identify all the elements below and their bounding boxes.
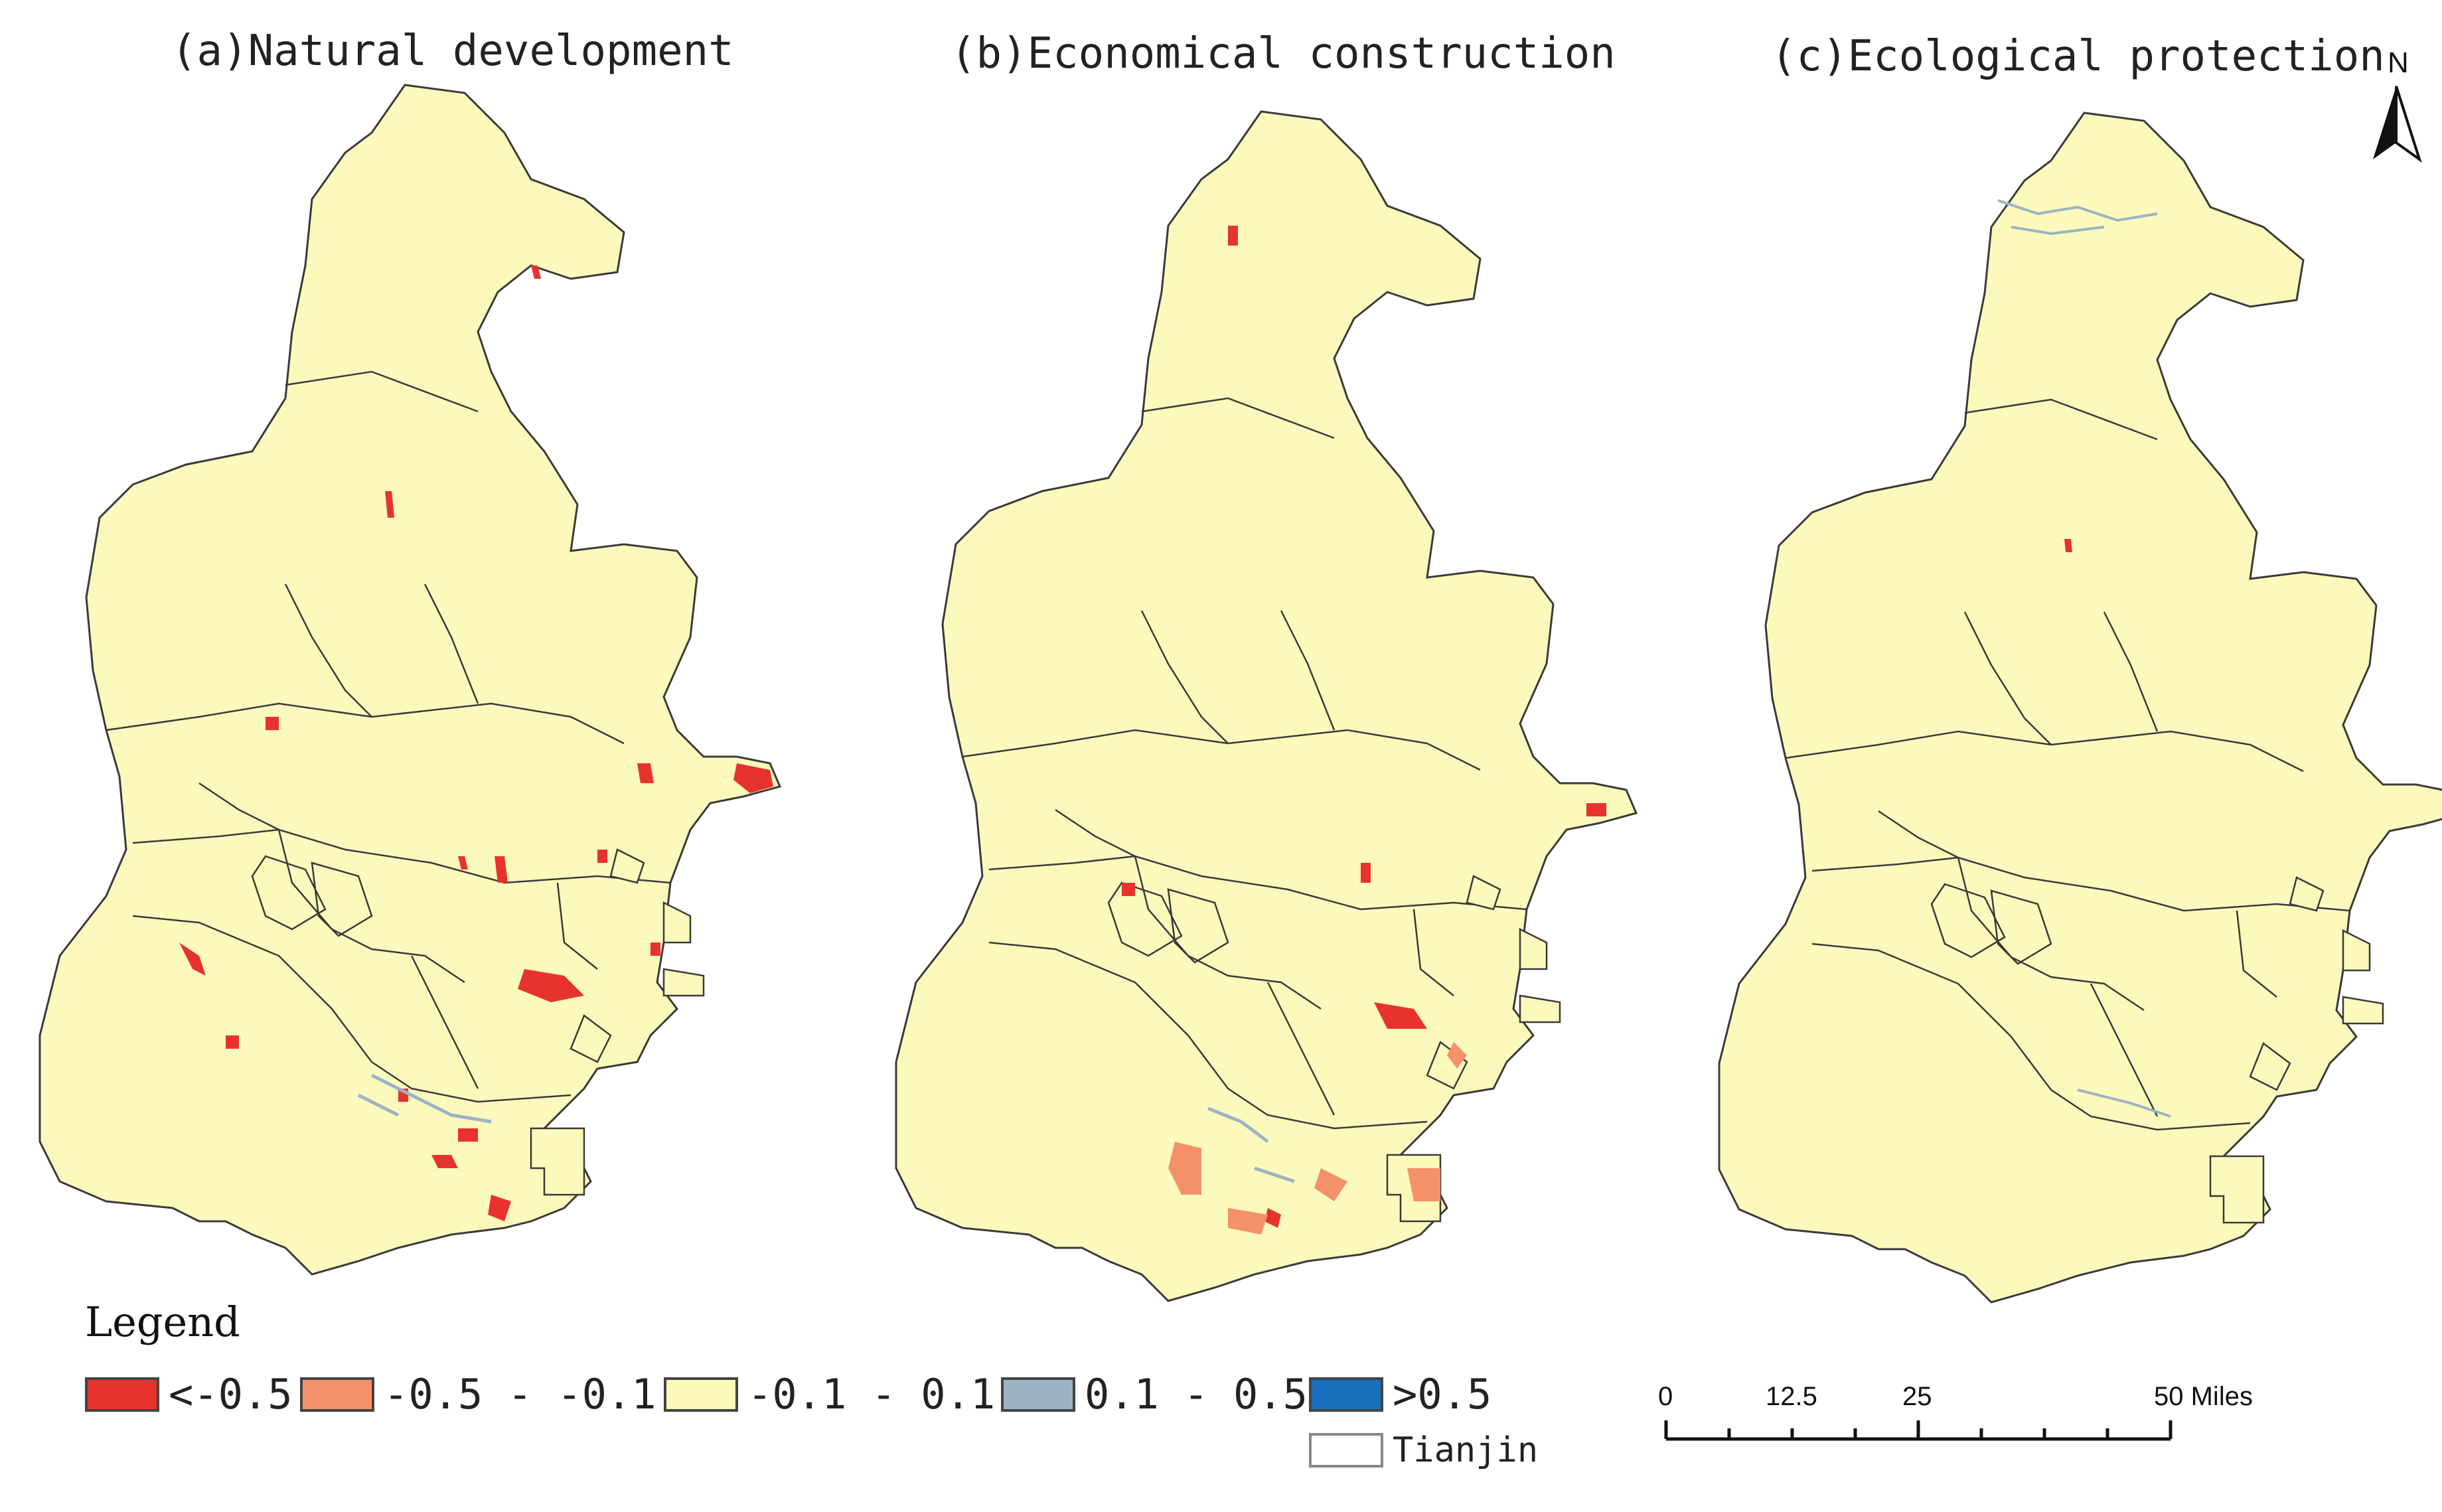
map-c-change-patches <box>2064 539 2072 552</box>
panel-title-c: (c)Ecological protection <box>1771 32 2385 81</box>
legend-label-neg05-neg01: -0.5 - -0.1 <box>384 1370 656 1418</box>
legend-label-boundary: Tianjin <box>1393 1430 1539 1470</box>
legend-swatch-gt-05 <box>1309 1377 1383 1412</box>
legend-swatch-neg01-01 <box>664 1377 738 1412</box>
legend-label-01-05: 0.1 - 0.5 <box>1085 1370 1308 1418</box>
scale-bar <box>1664 1420 2173 1441</box>
legend-item-neg05-neg01: -0.5 - -0.1 <box>300 1370 656 1418</box>
legend-item-boundary: Tianjin <box>1309 1430 1538 1470</box>
north-arrow-icon <box>2373 86 2422 163</box>
map-a-change-patches <box>179 265 773 1221</box>
panel-title-b: (b)Economical construction <box>951 29 1616 78</box>
map-c-positive-patches <box>1997 199 2171 1118</box>
scale-label-50: 50 Miles <box>2154 1382 2253 1411</box>
map-a-positive-patches <box>357 1073 492 1124</box>
legend-swatch-01-05 <box>1001 1377 1075 1412</box>
scale-label-25: 25 <box>1902 1382 1932 1411</box>
scale-label-12-5: 12.5 <box>1766 1382 1817 1411</box>
legend-swatch-lt-neg05 <box>85 1377 159 1412</box>
map-b-moderate-patches <box>1168 1042 1467 1235</box>
legend-item-gt-05: >0.5 <box>1309 1370 1491 1418</box>
legend-swatch-boundary <box>1309 1433 1383 1468</box>
panel-title-a: (a)Natural development <box>171 27 734 76</box>
scale-label-0: 0 <box>1658 1382 1673 1411</box>
legend-item-neg01-01: -0.1 - 0.1 <box>664 1370 995 1418</box>
legend-label-neg01-01: -0.1 - 0.1 <box>747 1370 996 1418</box>
map-b-positive-patches <box>1207 1106 1295 1183</box>
map-panel-a <box>38 84 781 1276</box>
map-panel-b <box>895 110 1638 1302</box>
legend-item-lt-neg05: <-0.5 <box>85 1370 293 1418</box>
legend-title: Legend <box>85 1298 240 1346</box>
legend-item-01-05: 0.1 - 0.5 <box>1001 1370 1308 1418</box>
north-label: N <box>2388 46 2409 79</box>
legend-label-gt-05: >0.5 <box>1393 1370 1492 1418</box>
map-panel-c <box>1718 112 2442 1304</box>
legend-label-lt-neg05: <-0.5 <box>169 1370 293 1418</box>
map-b-change-patches <box>1122 226 1606 1228</box>
legend-swatch-neg05-neg01 <box>300 1377 374 1412</box>
